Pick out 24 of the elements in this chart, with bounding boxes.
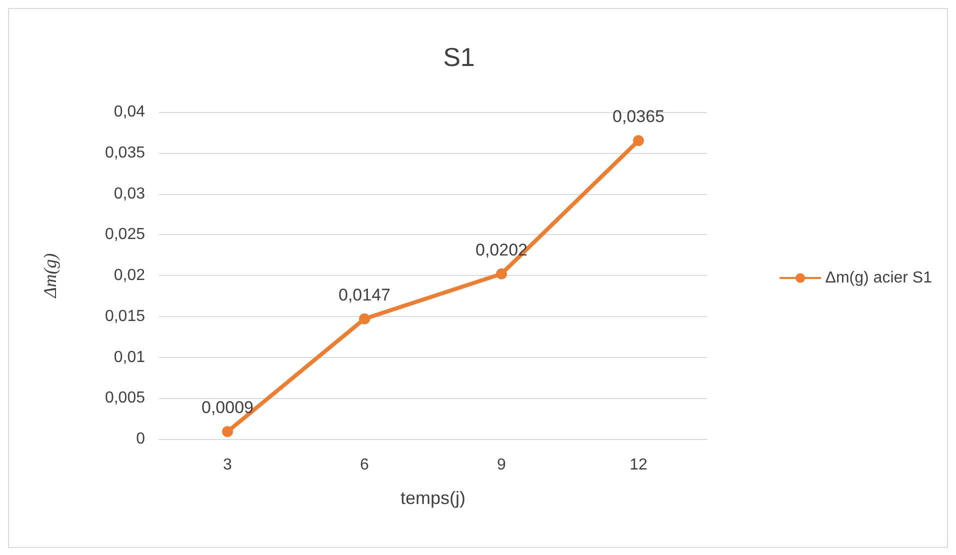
chart-title: S1 bbox=[443, 42, 475, 72]
y-tick-label: 0,015 bbox=[104, 308, 146, 325]
y-tick-label: 0,02 bbox=[114, 267, 146, 284]
point bbox=[496, 268, 507, 280]
y-tick-label: 0,01 bbox=[114, 348, 146, 366]
y-tick-label: 0,025 bbox=[104, 226, 146, 244]
y-axis-title: Δm(g) bbox=[40, 253, 60, 299]
y-tick-label: 0,005 bbox=[104, 390, 146, 407]
data-label: 0,0365 bbox=[612, 107, 664, 126]
point bbox=[222, 426, 233, 438]
x-tick-label: 6 bbox=[360, 456, 370, 474]
y-tick-label: 0,035 bbox=[104, 144, 146, 162]
y-tick-label: 0,04 bbox=[114, 104, 146, 120]
x-tick-label: 9 bbox=[497, 456, 506, 474]
x-tick-label: 12 bbox=[630, 456, 648, 474]
point bbox=[633, 135, 644, 146]
x-tick-label: 3 bbox=[223, 456, 232, 474]
legend-label: Δm(g) acier S1 bbox=[825, 270, 932, 286]
point bbox=[359, 313, 370, 324]
x-axis-title: temps(j) bbox=[400, 488, 466, 508]
y-tick-label: 0,03 bbox=[114, 185, 146, 202]
y-tick-label: 0 bbox=[136, 430, 146, 448]
data-label: 0,0147 bbox=[338, 285, 390, 304]
data-label: 0,0009 bbox=[202, 398, 254, 418]
